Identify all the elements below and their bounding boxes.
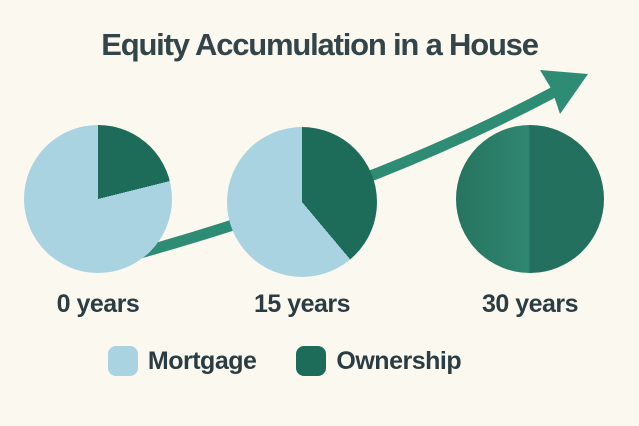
legend-item-mortgage: Mortgage	[107, 346, 257, 376]
pie-label-0-years: 0 years	[56, 290, 140, 318]
chart-title: Equity Accumulation in a House	[101, 27, 539, 62]
pie-label-30-years: 30 years	[481, 290, 579, 318]
legend-item-ownership: Ownership	[296, 346, 462, 376]
ownership-color-swatch	[296, 346, 327, 376]
pie-label-15-years: 15 years	[253, 290, 351, 318]
legend: Mortgage Ownership	[0, 346, 604, 376]
legend-label-ownership: Ownership	[336, 347, 462, 375]
pie-chart-15-years	[227, 127, 377, 277]
pie-chart-30-years	[456, 125, 604, 273]
mortgage-color-swatch	[107, 346, 138, 376]
legend-label-mortgage: Mortgage	[147, 347, 257, 375]
growth-arrow-head	[540, 70, 588, 114]
pie-chart-0-years	[24, 125, 172, 273]
